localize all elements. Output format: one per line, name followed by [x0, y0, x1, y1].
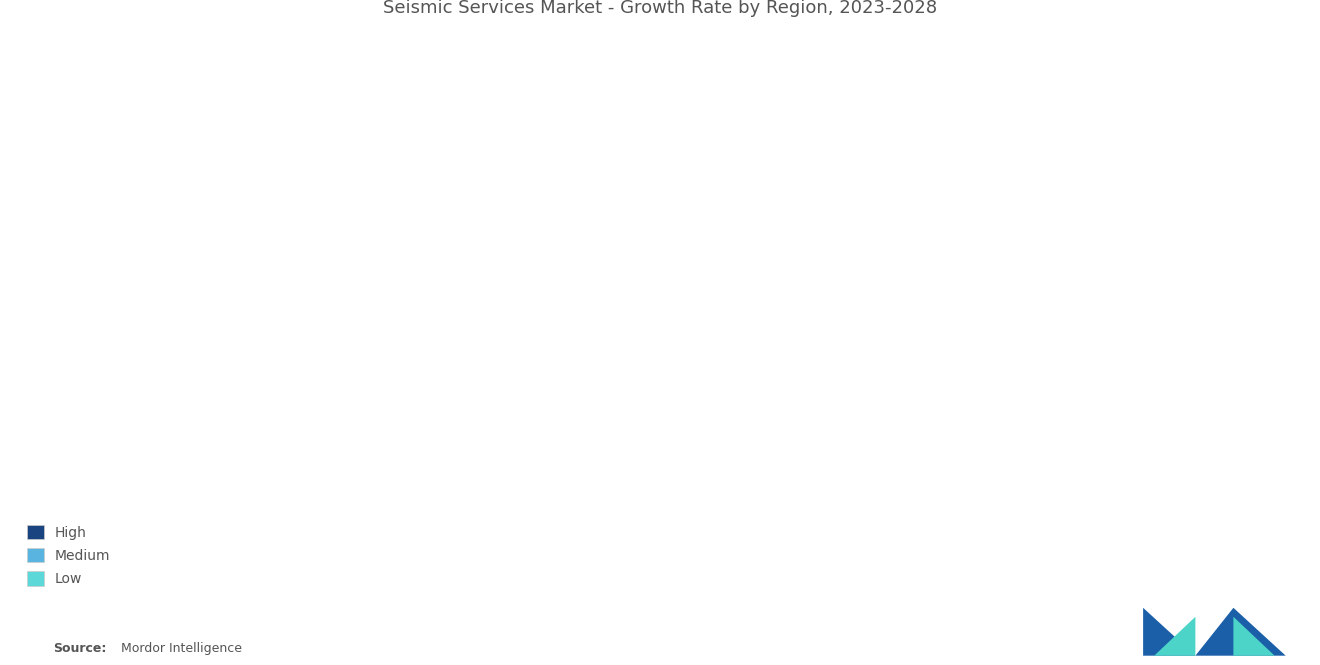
Polygon shape [1143, 608, 1196, 656]
Polygon shape [1233, 617, 1275, 656]
Legend: High, Medium, Low: High, Medium, Low [20, 518, 117, 593]
Text: Source:: Source: [53, 642, 106, 655]
Polygon shape [1196, 608, 1286, 656]
Polygon shape [1154, 617, 1196, 656]
Text: Mordor Intelligence: Mordor Intelligence [121, 642, 243, 655]
Title: Seismic Services Market - Growth Rate by Region, 2023-2028: Seismic Services Market - Growth Rate by… [383, 0, 937, 17]
